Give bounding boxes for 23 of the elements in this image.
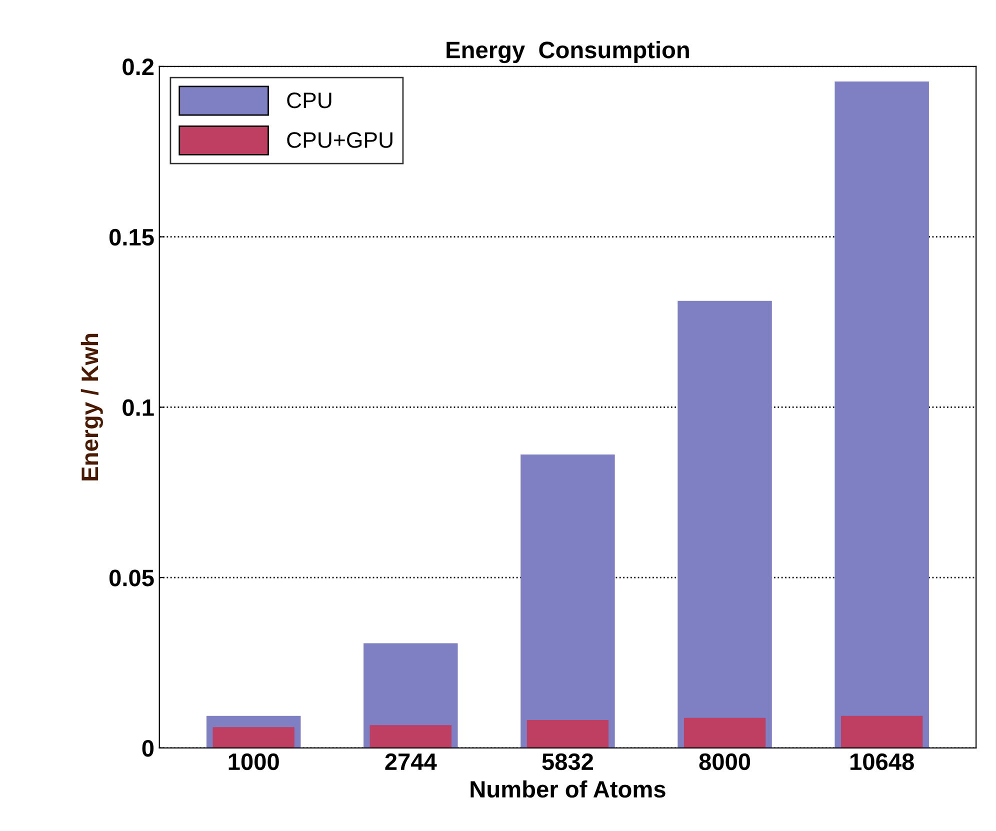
bar xyxy=(678,300,772,748)
x-tick-label: 8000 xyxy=(699,753,750,770)
x-tick-label: 1000 xyxy=(228,753,279,770)
bar xyxy=(370,725,452,748)
y-tick-label: 0.05 xyxy=(109,570,154,586)
legend-label: CPU+GPU xyxy=(287,132,392,148)
x-tick-label: 5832 xyxy=(542,753,594,770)
bar xyxy=(526,720,609,748)
x-tick-label: 2744 xyxy=(385,753,437,770)
y-axis-title: Energy / Kwh xyxy=(80,334,103,480)
bar xyxy=(841,716,923,748)
x-tick-label: 10648 xyxy=(850,753,914,770)
x-axis-title: Number of Atoms xyxy=(470,780,666,798)
y-tick-label: 0.1 xyxy=(122,399,154,416)
chart-title: Energy Consumption xyxy=(446,41,689,64)
bar xyxy=(834,81,929,748)
y-tick-label: 0 xyxy=(142,740,154,757)
bar xyxy=(520,454,615,748)
y-tick-label: 0.2 xyxy=(122,58,154,76)
bar xyxy=(684,718,766,748)
y-tick-label: 0.15 xyxy=(109,228,154,246)
legend-label: CPU xyxy=(287,92,332,108)
bar xyxy=(212,727,294,748)
